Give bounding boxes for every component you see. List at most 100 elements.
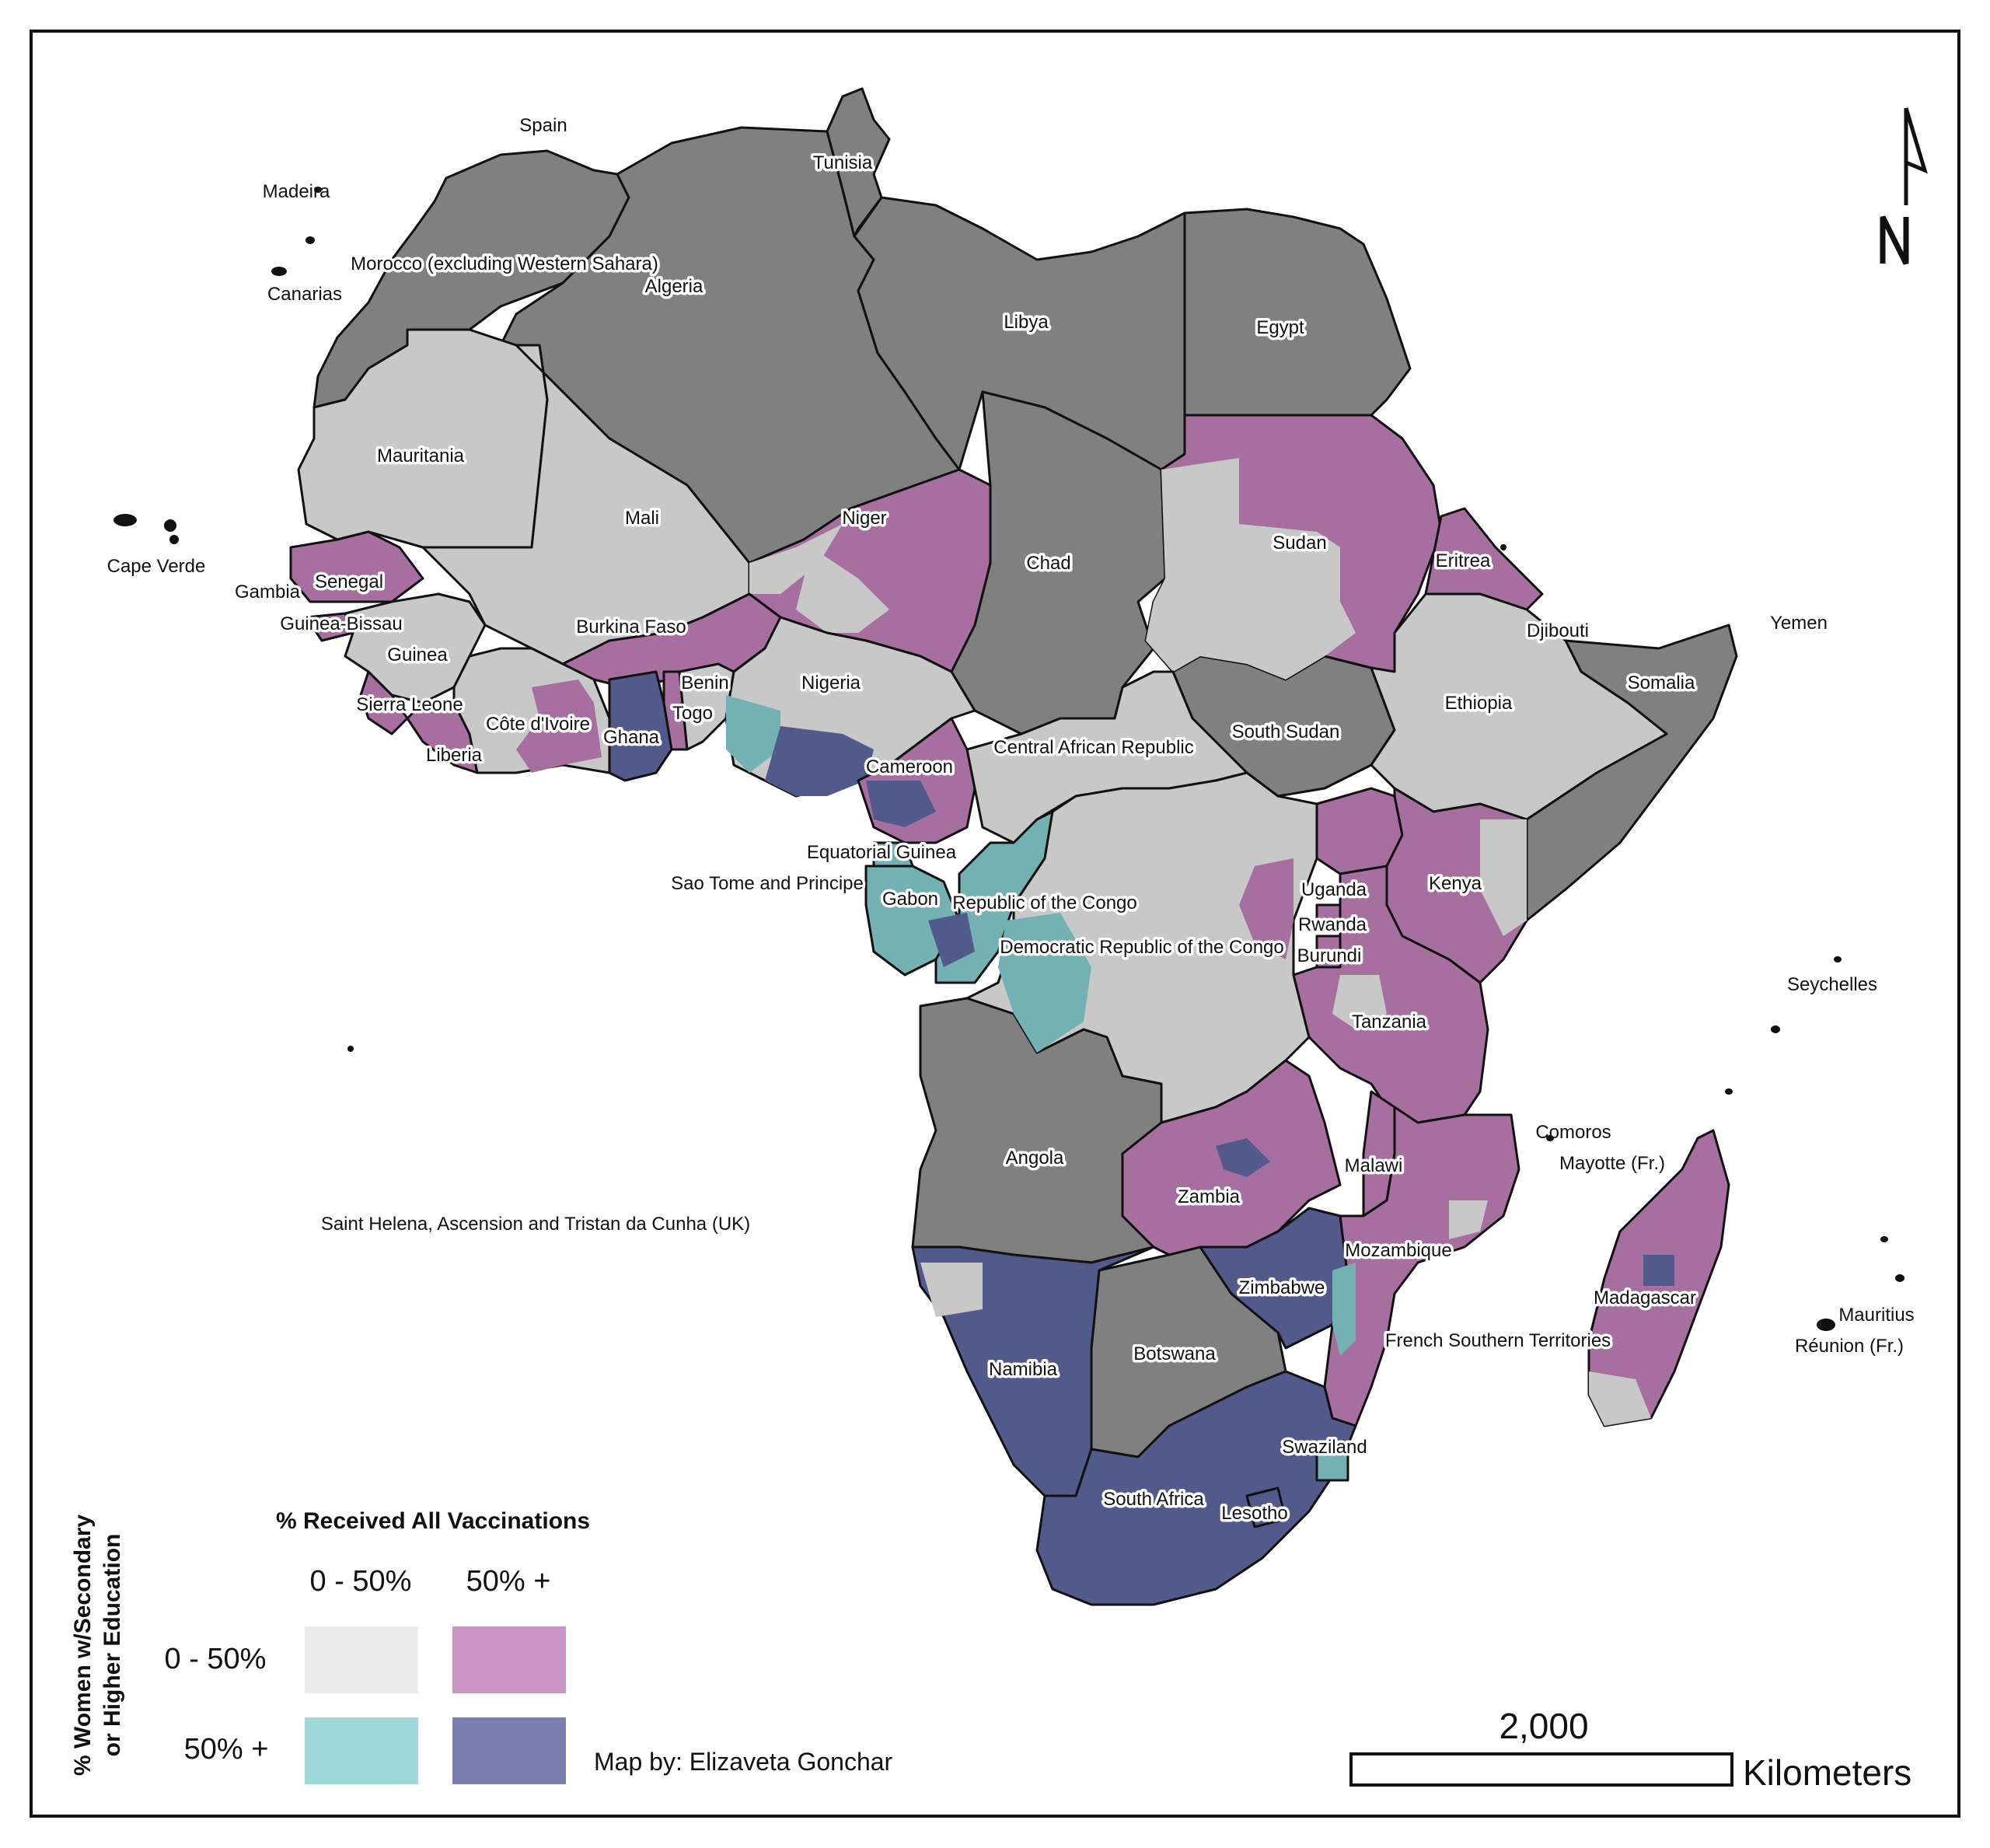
- label-lesotho: Lesotho: [1221, 1503, 1287, 1524]
- label-south-sudan: South Sudan: [1232, 721, 1340, 742]
- legend-swatch-high-high: [452, 1717, 566, 1784]
- label-malawi: Malawi: [1345, 1155, 1403, 1176]
- label-tunisia: Tunisia: [813, 152, 873, 173]
- region-egypt: [1183, 208, 1412, 417]
- label-somalia: Somalia: [1628, 672, 1695, 693]
- scale-bar-value: 2,000: [1499, 1706, 1588, 1746]
- legend-row-low: 0 - 50%: [165, 1643, 267, 1675]
- label-mali: Mali: [625, 508, 659, 529]
- label-eritrea: Eritrea: [1436, 550, 1491, 571]
- legend-swatch-low-low: [305, 1626, 418, 1693]
- label-algeria: Algeria: [645, 276, 703, 297]
- label-namibia: Namibia: [989, 1359, 1058, 1380]
- africa-map: Spain Madeira Tunisia Morocco (excluding…: [70, 87, 1928, 1793]
- label-burundi: Burundi: [1297, 945, 1362, 966]
- label-saint-helena: Saint Helena, Ascension and Tristan da C…: [321, 1214, 750, 1235]
- label-senegal: Senegal: [315, 571, 383, 592]
- label-liberia: Liberia: [426, 745, 483, 766]
- label-botswana: Botswana: [1133, 1343, 1216, 1364]
- islands: [113, 187, 1904, 1331]
- label-spain: Spain: [519, 115, 567, 136]
- label-nigeria: Nigeria: [801, 672, 861, 693]
- label-morocco: Morocco (excluding Western Sahara): [351, 253, 658, 274]
- scale-bar: [1349, 1752, 1733, 1787]
- region-madagascar-center: [1643, 1255, 1674, 1286]
- region-congo-south: [928, 913, 975, 967]
- region-zambia-copperbelt: [1216, 1138, 1270, 1177]
- label-yemen: Yemen: [1770, 613, 1828, 634]
- label-ethiopia: Ethiopia: [1445, 693, 1513, 714]
- label-congo: Republic of the Congo: [952, 893, 1137, 914]
- label-drc: Democratic Republic of the Congo: [1000, 937, 1284, 958]
- label-guinea-bissau: Guinea-Bissau: [280, 613, 402, 634]
- label-mayotte: Mayotte (Fr.): [1559, 1153, 1665, 1174]
- legend-row-high: 50% +: [184, 1733, 269, 1766]
- label-reunion: Réunion (Fr.): [1795, 1336, 1904, 1357]
- region-niger-low: [749, 524, 843, 594]
- label-zimbabwe: Zimbabwe: [1239, 1277, 1325, 1298]
- label-ghana: Ghana: [603, 727, 660, 748]
- label-zambia: Zambia: [1178, 1186, 1241, 1207]
- north-arrow-icon: [1880, 107, 1928, 265]
- region-sudan-low: [1146, 458, 1356, 679]
- label-uganda: Uganda: [1301, 879, 1367, 900]
- label-libya: Libya: [1004, 312, 1049, 333]
- label-comoros: Comoros: [1535, 1122, 1611, 1143]
- label-cote-divoire: Côte d'Ivoire: [486, 714, 590, 735]
- label-madeira: Madeira: [263, 181, 330, 202]
- region-madagascar-south: [1589, 1371, 1651, 1426]
- region-namibia-north: [920, 1263, 983, 1317]
- label-mauritania: Mauritania: [377, 445, 465, 466]
- region-tanzania-low: [1332, 975, 1387, 1029]
- label-cape-verde: Cape Verde: [107, 556, 206, 577]
- label-rwanda: Rwanda: [1298, 914, 1367, 935]
- label-tanzania: Tanzania: [1352, 1011, 1427, 1032]
- label-sierra-leone: Sierra Leone: [356, 694, 463, 715]
- region-drc-west: [998, 913, 1091, 1053]
- label-mauritius: Mauritius: [1838, 1305, 1914, 1326]
- label-mozambique: Mozambique: [1345, 1240, 1451, 1261]
- legend-swatch-low-high: [452, 1626, 566, 1693]
- label-benin: Benin: [681, 672, 728, 693]
- region-south-africa: [1035, 1370, 1357, 1606]
- label-swaziland: Swaziland: [1282, 1437, 1367, 1458]
- label-madagascar: Madagascar: [1594, 1287, 1696, 1308]
- region-lesotho: [1245, 1486, 1287, 1528]
- legend-swatch-high-low: [305, 1717, 418, 1784]
- region-cameroon-south: [866, 781, 936, 827]
- region-kenya-east: [1480, 819, 1527, 936]
- label-kenya: Kenya: [1429, 873, 1482, 894]
- label-seychelles: Seychelles: [1787, 974, 1877, 995]
- region-swaziland: [1315, 1448, 1349, 1482]
- region-mozambique-north: [1449, 1200, 1488, 1239]
- label-chad: Chad: [1026, 553, 1070, 574]
- label-togo: Togo: [672, 703, 713, 724]
- label-angola: Angola: [1006, 1148, 1064, 1169]
- label-gabon: Gabon: [882, 889, 938, 910]
- label-equatorial-guinea: Equatorial Guinea: [807, 842, 957, 863]
- region-senegal: [289, 530, 424, 603]
- label-egypt: Egypt: [1256, 317, 1304, 338]
- region-mozambique-south: [1332, 1263, 1356, 1356]
- legend-col-high: 50% +: [466, 1565, 551, 1598]
- label-djibouti: Djibouti: [1527, 620, 1589, 641]
- map-credit: Map by: Elizaveta Gonchar: [594, 1748, 893, 1776]
- region-drc-east: [1239, 858, 1294, 959]
- region-ghana: [608, 670, 673, 782]
- region-cote-divoire-high: [516, 679, 602, 773]
- legend-col-low: 0 - 50%: [310, 1565, 412, 1598]
- legend-row-axis-line2: or Higher Education: [100, 1534, 125, 1757]
- label-sudan: Sudan: [1273, 533, 1326, 554]
- region-niger-low-2: [796, 547, 889, 633]
- region-sierra-leone: [359, 670, 409, 735]
- label-gambia: Gambia: [235, 582, 301, 603]
- map-frame: Spain Madeira Tunisia Morocco (excluding…: [30, 30, 1960, 1818]
- region-nigeria-southwest: [726, 695, 780, 773]
- legend-row-axis-line1: % Women w/Secondary: [70, 1514, 96, 1776]
- region-nigeria-south: [765, 726, 874, 796]
- label-cameroon: Cameroon: [866, 756, 953, 777]
- region-mozambique: [1323, 1106, 1520, 1427]
- label-french-southern: French Southern Territories: [1385, 1330, 1611, 1351]
- label-guinea: Guinea: [387, 645, 448, 665]
- label-sao-tome: Sao Tome and Principe: [671, 873, 864, 894]
